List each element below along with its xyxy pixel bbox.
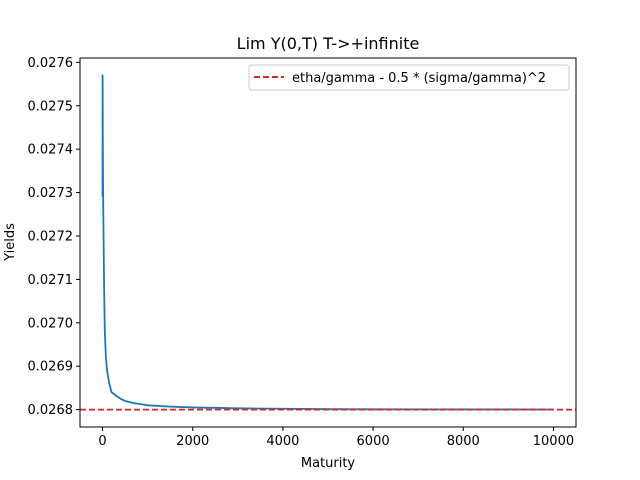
y-tick-label: 0.0269 <box>28 360 74 375</box>
x-tick-label: 8000 <box>447 434 480 449</box>
legend-box <box>248 64 570 91</box>
x-tick-label: 0 <box>98 434 106 449</box>
plot-area <box>80 74 576 411</box>
y-tick-label: 0.0268 <box>28 403 74 418</box>
x-axis: 0 2000 4000 6000 8000 10000 <box>98 427 574 449</box>
y-tick-label: 0.0276 <box>28 56 74 71</box>
y-tick-label: 0.0270 <box>28 316 74 331</box>
y-tick-label: 0.0275 <box>28 99 74 114</box>
y-tick-label: 0.0273 <box>28 186 74 201</box>
plot-frame <box>79 57 577 428</box>
y-axis-label: Yields <box>3 223 18 262</box>
x-tick-label: 4000 <box>266 434 299 449</box>
y-tick-label: 0.0272 <box>28 229 74 244</box>
legend: etha/gamma - 0.5 * (sigma/gamma)^2 <box>248 64 570 91</box>
x-tick-label: 2000 <box>176 434 209 449</box>
y-tick-label: 0.0271 <box>28 273 74 288</box>
chart-title: Lim Y(0,T) T->+infinite <box>237 34 420 53</box>
x-tick-label: 6000 <box>357 434 390 449</box>
y-axis: 0.0268 0.0269 0.0270 0.0271 0.0272 0.0273 0.02… <box>28 56 80 418</box>
x-axis-label: Maturity <box>301 456 356 471</box>
y-tick-label: 0.0274 <box>28 143 74 158</box>
x-tick-label: 10000 <box>533 434 574 449</box>
legend-label: etha/gamma - 0.5 * (sigma/gamma)^2 <box>292 71 546 86</box>
